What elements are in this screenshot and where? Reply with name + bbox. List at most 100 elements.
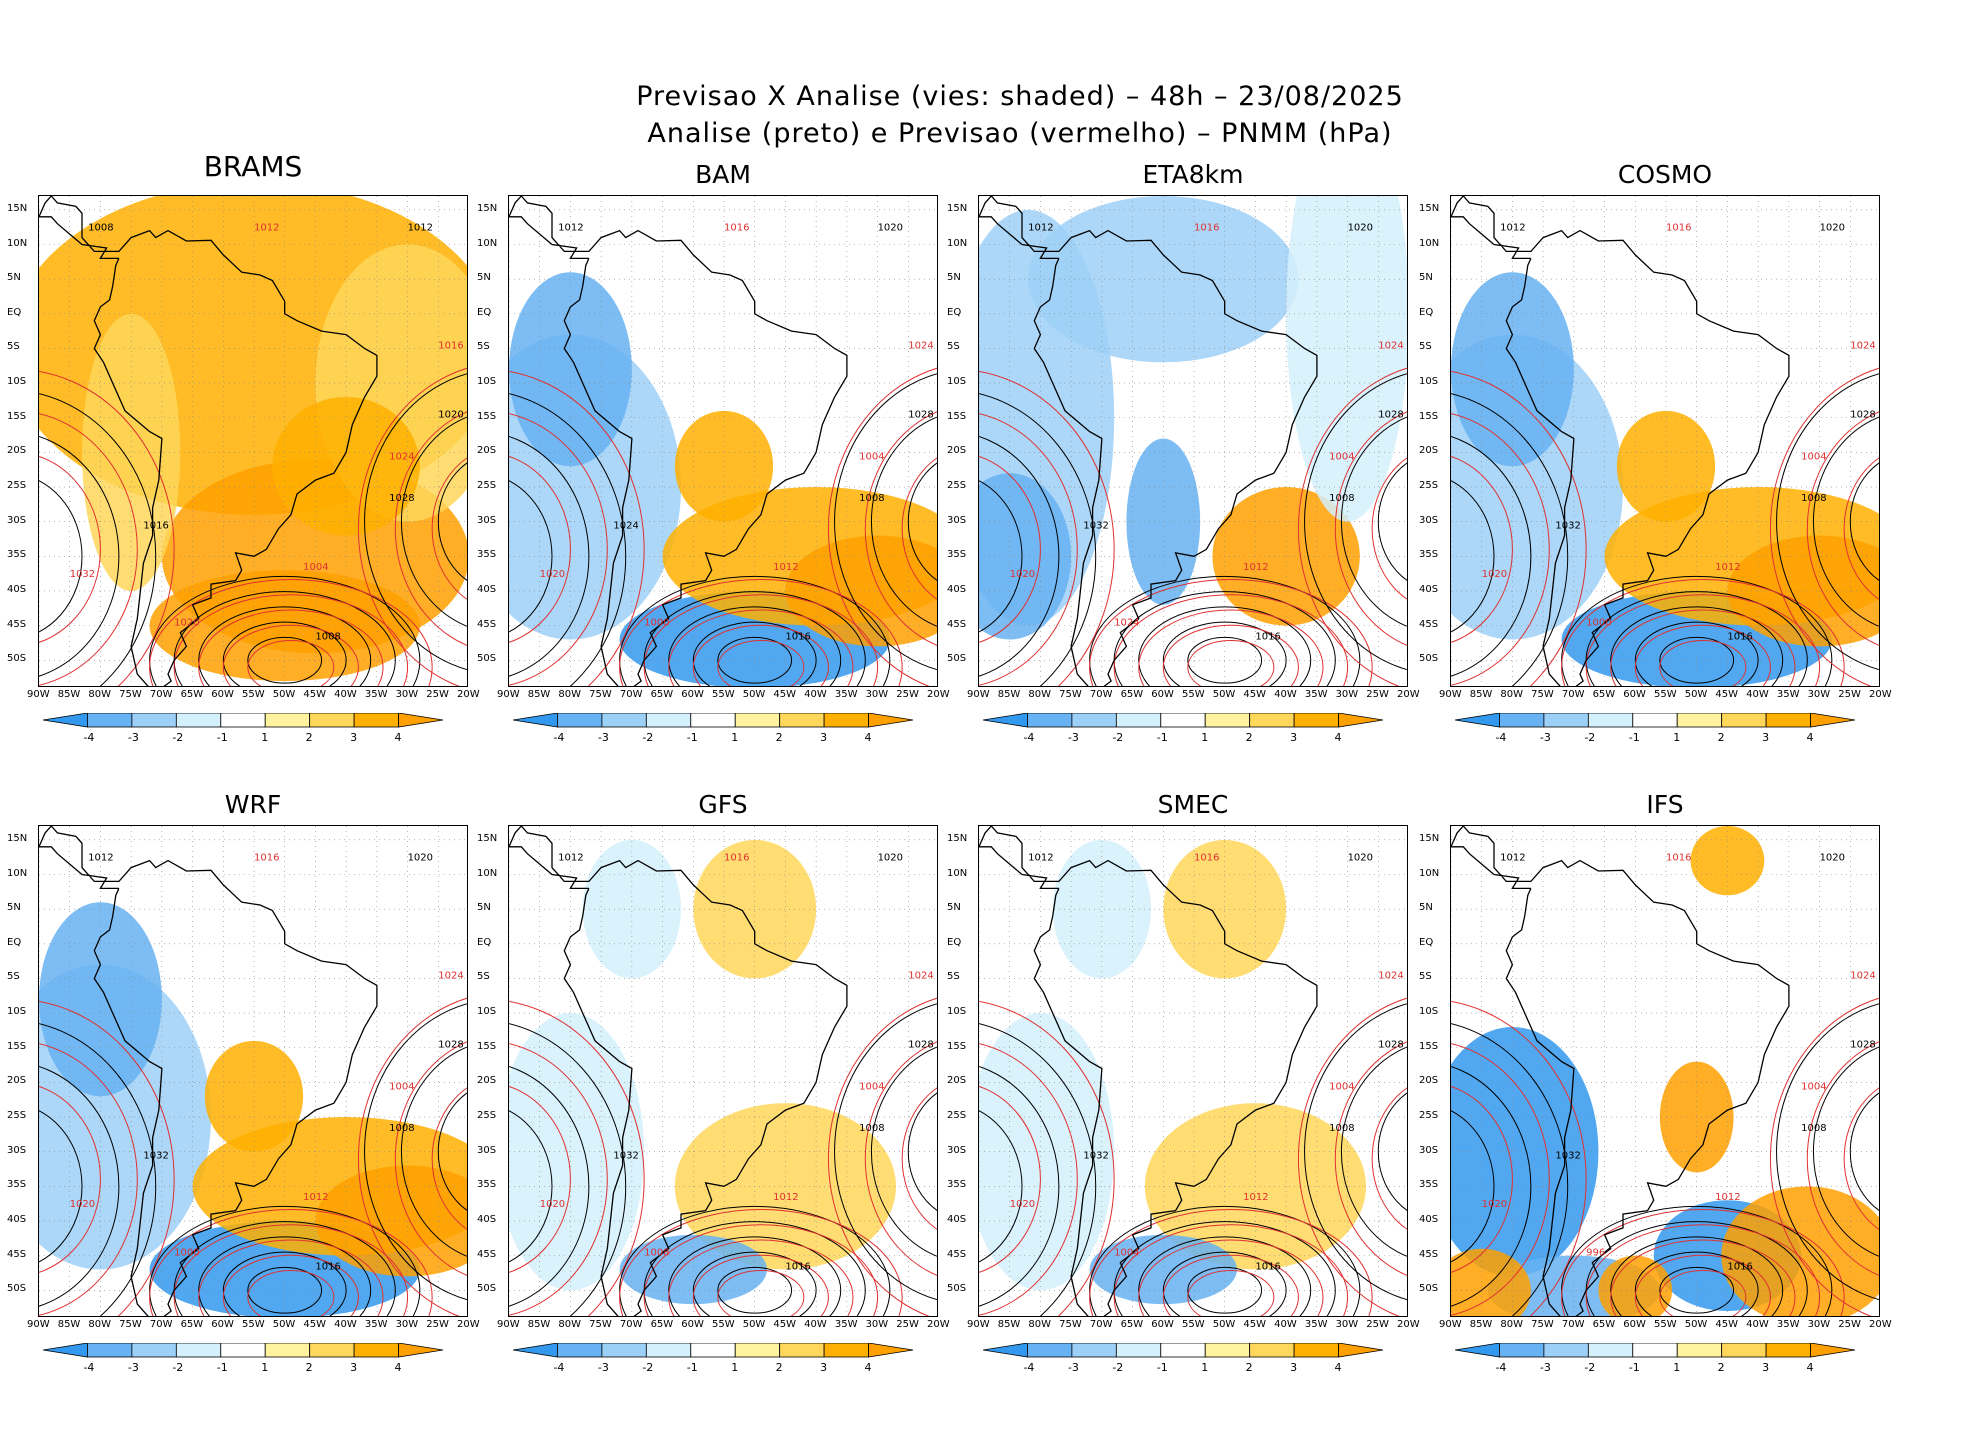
colorbar-label: 4 [1335,731,1342,744]
lon-label: 35W [364,1319,388,1330]
lat-label: 10S [7,376,27,388]
colorbar-segment [1455,1343,1500,1358]
lat-label: EQ [1419,936,1434,948]
lat-label: 10N [1419,237,1440,249]
lon-label: 30W [1335,689,1359,700]
lon-label: 55W [712,1319,735,1330]
lon-label: 35W [1304,689,1328,700]
lat-label: 45S [947,1248,967,1260]
map-area: 1012 1016 1020 1024 1028 1004 1008 1012 1016 1020… [978,195,1408,687]
colorbar-segment [309,713,355,728]
lon-label: 30W [1807,689,1831,700]
colorbar-label: -3 [1540,731,1551,744]
colorbar-segment [309,1343,355,1358]
lat-label: 30S [1419,1144,1439,1156]
lat-label: EQ [477,936,492,948]
colorbar-segment [557,1343,603,1358]
contour-label: 1028 [1850,1040,1875,1051]
colorbar-segment [601,1343,647,1358]
colorbar-label: -4 [1023,1361,1034,1374]
lon-label: 55W [242,689,265,700]
colorbar-segment [1455,713,1500,728]
lon-label: 75W [1059,1319,1082,1330]
colorbar-segment [513,713,558,728]
lat-label: 15S [477,410,497,422]
lon-label: 30W [1335,1319,1359,1330]
colorbar-label: -4 [1495,731,1506,744]
map-area: 1012 1016 1020 1024 1028 1004 1008 1012 1016 1020… [978,825,1408,1317]
lon-label: 30W [1807,1319,1831,1330]
lat-label: EQ [7,936,22,948]
lat-label: 35S [7,1179,27,1191]
colorbar-label: -2 [172,1361,183,1374]
contour-label: 1008 [644,1248,669,1259]
colorbar-segment [1721,1343,1767,1358]
contour-label: 1020 [1482,1199,1507,1210]
colorbar-segment [645,1343,692,1358]
colorbar-segment [1027,713,1073,728]
panel-title: BRAMS [203,150,303,183]
lat-label: 20S [1419,1075,1439,1087]
lat-label: 5S [947,341,960,353]
lat-label: 5N [477,272,491,284]
colorbar-label: -1 [1157,731,1168,744]
contour-label: 1028 [908,410,933,421]
colorbar-label: -1 [687,1361,698,1374]
lon-label: 25W [426,1319,449,1330]
lon-label: 45W [1243,689,1267,700]
contour-label: 1016 [785,1261,810,1272]
colorbar-label: -3 [1540,1361,1551,1374]
contour-label: 1016 [724,223,749,234]
lat-label: 15N [1419,832,1440,844]
contour-label: 1020 [438,410,463,421]
lat-label: 5N [477,902,491,914]
lat-label: 35S [477,549,497,561]
lon-label: 25W [1838,689,1861,700]
contour-label: 1024 [908,970,933,981]
contour-label: 1020 [1010,569,1035,580]
lat-label: 5N [1419,272,1433,284]
lon-label: 85W [1469,1319,1493,1330]
contour-label: 1008 [1329,1123,1354,1134]
lon-label: 80W [1500,1319,1524,1330]
colorbar: -4 -3 -2 -1 1 2 3 4 [513,713,914,744]
bias-shade [1286,196,1407,522]
panel-title: IFS [1646,790,1684,819]
lon-label: 90W [1439,689,1462,700]
lat-label: EQ [7,306,22,318]
colorbar-label: 1 [731,731,738,744]
lon-label: 35W [1776,689,1800,700]
lat-label: 20S [7,445,27,457]
lon-label: 30W [865,1319,889,1330]
map-area: 1012 1016 1020 1024 1028 1004 1008 1012 1016 1020… [508,195,938,687]
colorbar-segment [823,1343,869,1358]
colorbar-segment [87,713,133,728]
colorbar-segment [1071,713,1117,728]
contour-label: 1032 [143,1151,168,1162]
lat-label: 10S [1419,376,1439,388]
lat-label: 30S [1419,514,1439,526]
colorbar-segment [1543,713,1589,728]
lon-label: 45W [1243,1319,1267,1330]
panel-eta8km: ETA8km 1012 1016 1020 1024 1028 1004 1008 1012 10… [947,150,1420,744]
contour-label: 1028 [1378,1040,1403,1051]
panel-cosmo: COSMO 1012 1016 1020 1024 1028 1004 1008 1012 101… [1419,150,1892,744]
lat-label: 50S [947,1283,967,1295]
panel-smec: SMEC 1012 1016 1020 1024 1028 1004 1008 1012 1016… [947,780,1420,1374]
lat-label: 15S [477,1040,497,1052]
lat-label: 5N [7,902,21,914]
lat-label: 10S [947,376,967,388]
coastline [509,196,848,686]
contour-label: 1028 [389,493,414,504]
lon-label: 65W [1120,689,1144,700]
bias-shade [1028,196,1299,363]
contour-label: 1012 [1243,1192,1268,1203]
colorbar-label: -2 [1112,1361,1123,1374]
contour-label: 1020 [878,223,903,234]
colorbar-label: 4 [865,1361,872,1374]
lat-label: 50S [477,1283,497,1295]
lat-label: EQ [947,306,962,318]
lon-label: 45W [773,689,797,700]
lat-label: EQ [947,936,962,948]
lat-label: 35S [1419,1179,1439,1191]
